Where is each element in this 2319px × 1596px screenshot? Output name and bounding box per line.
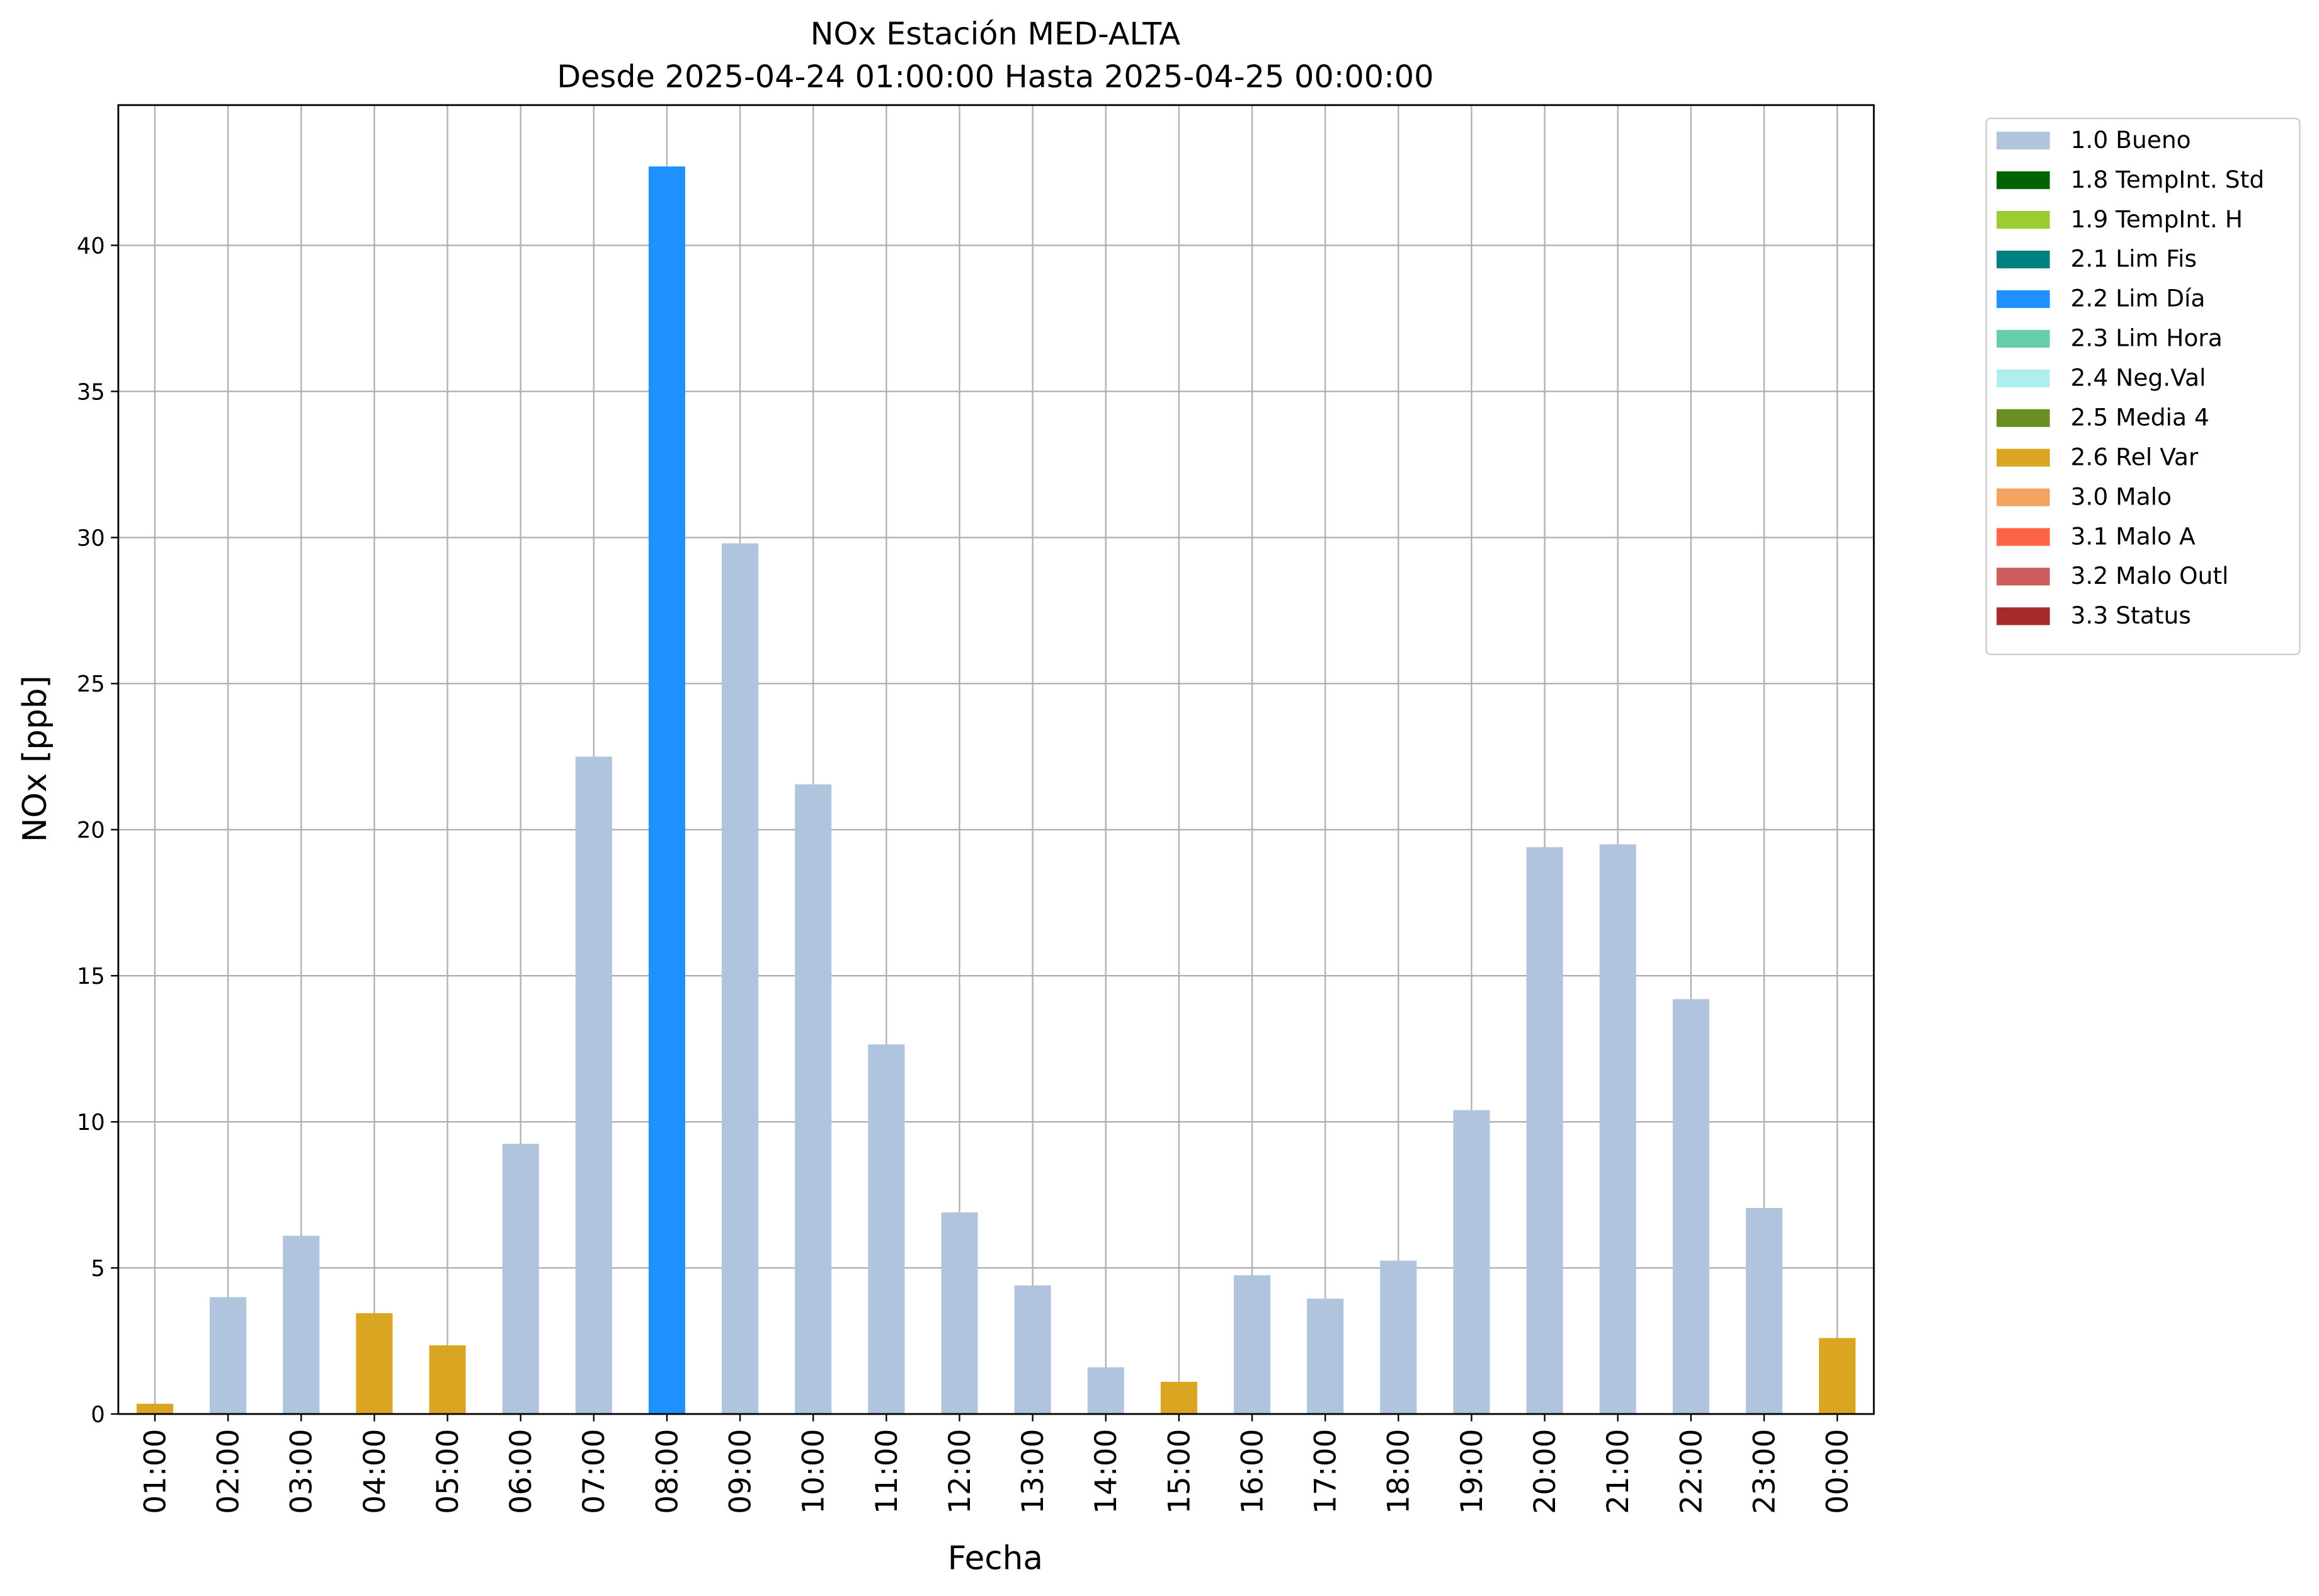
y-tick-label: 0 [91, 1402, 105, 1428]
y-tick-label: 15 [77, 964, 105, 989]
legend-label: 3.0 Malo [2071, 482, 2172, 510]
legend-label: 2.3 Lim Hora [2071, 324, 2223, 352]
legend-swatch [1997, 132, 2050, 150]
bar [1819, 1338, 1856, 1415]
legend-swatch [1997, 607, 2050, 625]
chart-subtitle: Desde 2025-04-24 01:00:00 Hasta 2025-04-… [557, 59, 1433, 95]
x-tick-label: 14:00 [1089, 1429, 1124, 1514]
legend-swatch [1997, 369, 2050, 387]
x-tick-label: 15:00 [1162, 1429, 1197, 1514]
legend-box [1985, 117, 2301, 656]
y-tick-label: 10 [77, 1110, 105, 1136]
x-tick-label: 04:00 [358, 1429, 392, 1514]
legend-label: 3.3 Status [2071, 601, 2191, 629]
y-tick-label: 40 [77, 233, 105, 259]
legend-swatch [1997, 171, 2050, 190]
legend-swatch [1997, 210, 2050, 229]
y-tick-label: 5 [91, 1256, 105, 1282]
legend-label: 2.1 Lim Fis [2071, 245, 2197, 273]
legend-label: 3.1 Malo A [2071, 522, 2196, 550]
x-tick-label: 03:00 [285, 1429, 319, 1514]
legend-swatch [1997, 528, 2050, 546]
bar [1014, 1285, 1051, 1415]
bar [1453, 1110, 1490, 1415]
x-tick-label: 16:00 [1235, 1429, 1270, 1514]
y-axis-label: NOx [ppb] [16, 675, 54, 842]
plot-frame [117, 104, 1875, 1415]
legend-swatch [1997, 329, 2050, 348]
x-tick-label: 12:00 [943, 1429, 977, 1514]
bar [429, 1345, 466, 1415]
x-tick-label: 13:00 [1016, 1429, 1051, 1514]
x-tick-label: 02:00 [212, 1429, 246, 1514]
legend-swatch [1997, 488, 2050, 506]
legend-label: 1.8 TempInt. Std [2071, 166, 2265, 193]
bar [795, 784, 832, 1415]
x-tick-label: 06:00 [504, 1429, 538, 1514]
x-tick-label: 23:00 [1747, 1429, 1782, 1514]
bar [941, 1212, 978, 1415]
x-tick-label: 01:00 [138, 1429, 173, 1514]
bar [1233, 1275, 1271, 1415]
x-tick-label: 21:00 [1601, 1429, 1636, 1514]
legend-swatch [1997, 409, 2050, 427]
y-tick-label: 30 [77, 525, 105, 551]
bar [136, 1403, 173, 1415]
bar [1526, 847, 1563, 1415]
legend-label: 1.0 Bueno [2071, 126, 2191, 154]
x-tick-label: 20:00 [1528, 1429, 1563, 1514]
x-tick-label: 09:00 [723, 1429, 758, 1514]
bar [356, 1313, 393, 1415]
bar [1307, 1298, 1344, 1415]
bar [575, 756, 612, 1415]
x-tick-label: 22:00 [1674, 1429, 1709, 1514]
legend-swatch [1997, 448, 2050, 467]
legend-label: 2.2 Lim Día [2071, 285, 2206, 312]
bar [283, 1236, 320, 1415]
bar [1599, 844, 1636, 1415]
bar [1160, 1382, 1197, 1415]
chart-title: NOx Estación MED-ALTA [811, 16, 1181, 52]
x-tick-label: 18:00 [1382, 1429, 1416, 1514]
bar [1745, 1207, 1783, 1415]
x-tick-label: 17:00 [1309, 1429, 1343, 1514]
bar [722, 543, 759, 1415]
legend-label: 2.6 Rel Var [2071, 443, 2199, 470]
x-tick-label: 19:00 [1455, 1429, 1490, 1514]
legend-label: 3.2 Malo Outl [2071, 562, 2229, 590]
y-tick-label: 35 [77, 379, 105, 405]
x-tick-label: 00:00 [1821, 1429, 1855, 1514]
legend-swatch [1997, 567, 2050, 586]
x-tick-label: 08:00 [650, 1429, 685, 1514]
legend-swatch [1997, 250, 2050, 269]
legend-label: 2.5 Media 4 [2071, 403, 2209, 431]
bar [1672, 999, 1709, 1415]
bar [648, 166, 685, 1415]
legend-label: 2.4 Neg.Val [2071, 364, 2206, 392]
y-tick-label: 25 [77, 671, 105, 697]
x-tick-label: 05:00 [431, 1429, 465, 1514]
bar [1380, 1260, 1417, 1415]
bar [868, 1044, 905, 1415]
x-axis-label: Fecha [948, 1540, 1043, 1578]
x-tick-label: 10:00 [797, 1429, 831, 1514]
bars [136, 166, 1856, 1415]
y-tick-label: 20 [77, 818, 105, 843]
legend-label: 1.9 TempInt. H [2071, 205, 2243, 233]
bar [1087, 1367, 1124, 1415]
bar [210, 1297, 247, 1415]
bar [502, 1143, 539, 1415]
legend-swatch [1997, 290, 2050, 309]
x-tick-label: 11:00 [870, 1429, 904, 1514]
x-tick-label: 07:00 [577, 1429, 612, 1514]
